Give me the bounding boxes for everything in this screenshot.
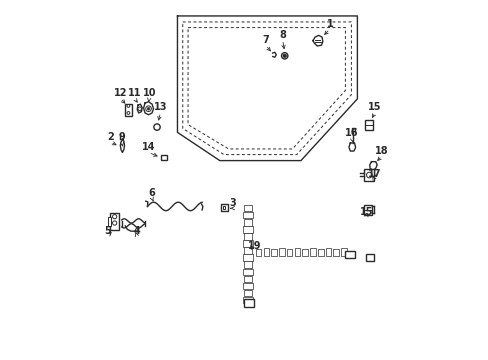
Circle shape: [127, 104, 130, 107]
Text: 11: 11: [127, 88, 141, 98]
Bar: [243, 240, 252, 247]
Bar: [286, 249, 292, 256]
Polygon shape: [369, 162, 376, 170]
Bar: [244, 219, 251, 225]
Bar: [244, 205, 251, 211]
Bar: [364, 170, 374, 181]
Circle shape: [112, 221, 117, 225]
Bar: [243, 283, 252, 289]
Bar: [317, 249, 323, 256]
Text: 2: 2: [107, 132, 114, 142]
Bar: [244, 290, 251, 296]
Bar: [110, 213, 119, 230]
Text: 15: 15: [367, 102, 381, 112]
Polygon shape: [348, 143, 355, 151]
Bar: [341, 248, 346, 256]
Circle shape: [147, 107, 150, 110]
Circle shape: [145, 106, 151, 112]
Bar: [220, 204, 227, 211]
Circle shape: [366, 172, 371, 178]
Circle shape: [281, 53, 287, 59]
Text: 3: 3: [229, 198, 236, 208]
Bar: [345, 251, 354, 258]
Bar: [294, 248, 300, 256]
Bar: [244, 276, 251, 282]
Text: 6: 6: [148, 188, 155, 198]
Text: 16: 16: [345, 129, 358, 138]
Bar: [244, 247, 251, 254]
Text: 8: 8: [279, 30, 285, 40]
Text: 18: 18: [374, 146, 388, 156]
Bar: [243, 212, 252, 219]
Bar: [244, 233, 251, 240]
Polygon shape: [272, 52, 276, 57]
Bar: [333, 249, 338, 256]
Bar: [222, 206, 225, 209]
Bar: [107, 217, 111, 226]
Bar: [124, 104, 132, 117]
Text: 7: 7: [262, 35, 268, 45]
Bar: [325, 248, 330, 256]
Text: 4: 4: [133, 226, 140, 236]
Text: 15: 15: [359, 207, 372, 217]
Bar: [271, 249, 276, 256]
Bar: [243, 226, 252, 233]
Bar: [244, 261, 251, 268]
Bar: [255, 249, 261, 256]
Circle shape: [138, 107, 141, 111]
Bar: [243, 255, 252, 261]
Text: 19: 19: [247, 241, 261, 251]
Bar: [263, 248, 269, 256]
Polygon shape: [312, 35, 322, 46]
Text: 17: 17: [367, 169, 380, 179]
Circle shape: [112, 215, 117, 219]
Bar: [365, 120, 372, 130]
Circle shape: [127, 112, 130, 114]
Text: 1: 1: [326, 19, 332, 29]
Bar: [244, 299, 254, 307]
Text: 13: 13: [153, 102, 167, 112]
Bar: [302, 249, 307, 256]
Bar: [309, 248, 315, 256]
Text: 5: 5: [104, 226, 111, 236]
Bar: [366, 254, 373, 261]
Text: 14: 14: [142, 143, 155, 153]
Bar: [243, 269, 252, 275]
Polygon shape: [351, 128, 354, 131]
Text: 9: 9: [118, 132, 125, 142]
Circle shape: [154, 124, 160, 130]
Text: 10: 10: [142, 88, 156, 98]
Polygon shape: [143, 102, 153, 115]
Bar: [243, 297, 252, 303]
Bar: [279, 248, 284, 256]
Bar: [363, 205, 371, 215]
Polygon shape: [137, 104, 142, 113]
Bar: [160, 155, 166, 160]
Text: 12: 12: [113, 88, 127, 98]
Circle shape: [283, 54, 286, 58]
